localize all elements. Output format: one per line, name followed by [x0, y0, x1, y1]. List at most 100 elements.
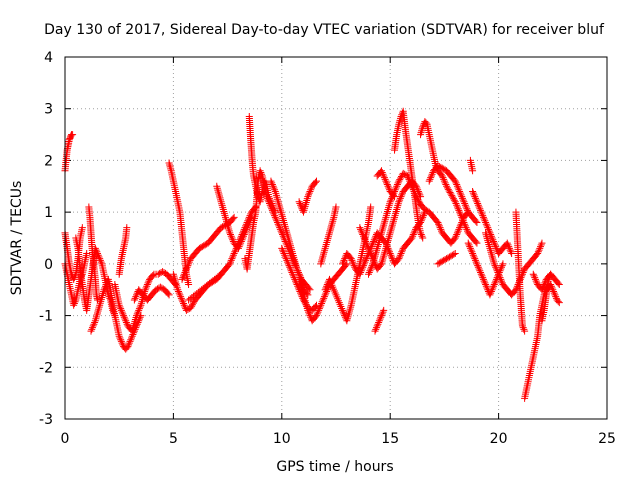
- data-point-interp: [296, 200, 304, 208]
- data-point-interp: [467, 246, 475, 254]
- y-tick-label: 0: [44, 257, 53, 273]
- data-point: [555, 299, 563, 307]
- data-point-interp: [186, 256, 194, 264]
- data-point: [434, 260, 442, 268]
- data-point-interp: [357, 267, 365, 275]
- data-point-interp: [358, 265, 366, 273]
- data-point-interp: [537, 243, 545, 251]
- data-point-interp: [479, 274, 487, 282]
- data-point-interp: [297, 201, 305, 209]
- data-point-interp: [472, 196, 480, 204]
- data-point-interp: [446, 188, 454, 196]
- data-point: [239, 234, 247, 242]
- data-point-interp: [266, 200, 274, 208]
- data-point-interp: [184, 306, 192, 314]
- data-point-interp: [374, 320, 382, 328]
- data-point-interp: [487, 289, 495, 297]
- data-point-interp: [125, 339, 133, 347]
- data-point: [365, 270, 373, 278]
- data-point: [443, 255, 451, 263]
- series-s40: [538, 270, 555, 325]
- data-point: [339, 260, 347, 268]
- data-point: [538, 286, 546, 294]
- data-point-interp: [445, 253, 453, 261]
- data-point-interp: [405, 175, 413, 183]
- data-point-interp: [322, 284, 330, 292]
- data-point: [382, 177, 390, 185]
- data-point-interp: [490, 237, 498, 245]
- data-point-interp: [272, 215, 280, 223]
- data-point: [165, 291, 173, 299]
- data-point-interp: [145, 277, 153, 285]
- data-point-interp: [359, 232, 367, 240]
- data-point-interp: [351, 263, 359, 271]
- data-point-interp: [464, 227, 472, 235]
- data-point-interp: [375, 318, 383, 326]
- data-point-interp: [184, 262, 192, 270]
- data-point-interp: [498, 279, 506, 287]
- data-point-interp: [489, 284, 497, 292]
- data-point-interp: [548, 284, 556, 292]
- data-point: [94, 250, 102, 258]
- data-point-interp: [450, 250, 458, 258]
- data-point-interp: [269, 182, 277, 190]
- data-point-interp: [389, 191, 397, 199]
- data-point: [304, 306, 312, 314]
- data-point: [425, 177, 433, 185]
- data-point: [495, 270, 503, 278]
- data-point: [115, 301, 123, 309]
- data-point-interp: [368, 262, 376, 270]
- data-point-interp: [407, 181, 415, 189]
- data-point-interp: [132, 293, 140, 301]
- data-point-interp: [505, 244, 513, 252]
- data-point-interp: [311, 313, 319, 321]
- data-point-interp: [455, 186, 463, 194]
- data-point-interp: [474, 201, 482, 209]
- data-point-interp: [122, 317, 130, 325]
- data-point: [306, 286, 314, 294]
- data-point: [529, 270, 537, 278]
- data-point-interp: [457, 191, 465, 199]
- x-tick-label: 15: [381, 431, 399, 447]
- data-point-interp: [470, 253, 478, 261]
- data-point: [408, 234, 416, 242]
- data-point: [375, 317, 383, 325]
- data-point-interp: [228, 234, 236, 242]
- data-point-interp: [276, 225, 284, 233]
- data-point-interp: [274, 220, 282, 228]
- data-point-interp: [474, 200, 482, 208]
- data-point-interp: [314, 308, 322, 316]
- data-point-interp: [188, 301, 196, 309]
- data-point-interp: [271, 186, 279, 194]
- data-point-interp: [427, 174, 435, 182]
- data-point: [276, 224, 284, 232]
- data-point-interp: [367, 263, 375, 271]
- data-point-interp: [372, 325, 380, 333]
- data-point-interp: [357, 268, 365, 276]
- series-s36: [482, 229, 546, 299]
- data-point: [477, 270, 485, 278]
- data-point: [182, 265, 190, 273]
- data-point-interp: [387, 196, 395, 204]
- series-s13: [185, 270, 225, 304]
- data-point-interp: [180, 270, 188, 278]
- data-point: [123, 224, 131, 232]
- data-point: [178, 275, 186, 283]
- data-point-interp: [176, 291, 184, 299]
- data-point-interp: [409, 184, 417, 192]
- data-point-interp: [229, 236, 237, 244]
- data-point-interp: [174, 287, 182, 295]
- data-point: [395, 255, 403, 263]
- data-point-interp: [413, 194, 421, 202]
- data-point-interp: [435, 259, 443, 267]
- data-point-interp: [461, 201, 469, 209]
- data-point-interp: [448, 251, 456, 259]
- data-point-interp: [123, 320, 131, 328]
- data-point-interp: [383, 181, 391, 189]
- data-point-interp: [435, 222, 443, 230]
- data-point-interp: [439, 174, 447, 182]
- data-point-interp: [459, 215, 467, 223]
- data-point-interp: [70, 300, 78, 308]
- data-point-interp: [311, 178, 319, 186]
